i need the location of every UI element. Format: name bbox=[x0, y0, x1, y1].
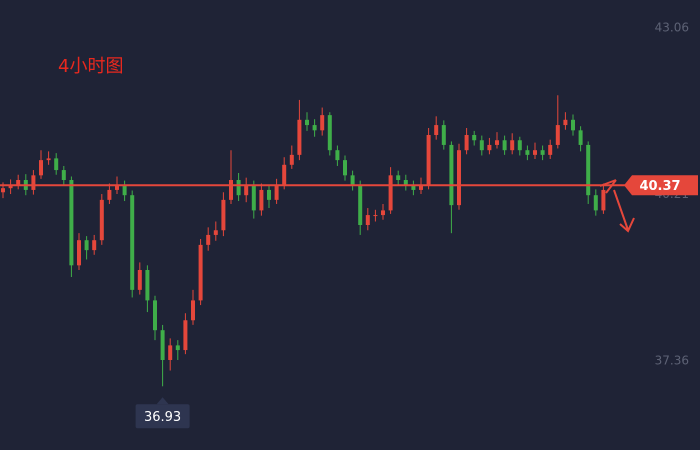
candle-body bbox=[198, 244, 203, 301]
min-label: 36.93 bbox=[144, 410, 181, 425]
y-tick-label: 43.06 bbox=[655, 21, 689, 35]
candle-body bbox=[457, 150, 461, 206]
candle-body bbox=[593, 195, 598, 211]
candle-body bbox=[411, 185, 416, 190]
candle-body bbox=[168, 345, 173, 360]
candle-body bbox=[510, 140, 515, 151]
candle-body bbox=[8, 185, 13, 189]
candle-body bbox=[571, 119, 575, 131]
candle-body bbox=[441, 125, 446, 145]
hand-arrow bbox=[599, 179, 635, 233]
candle-body bbox=[578, 130, 583, 145]
candle-body bbox=[282, 164, 287, 186]
candle-body bbox=[487, 144, 492, 151]
candle-body bbox=[115, 185, 119, 190]
candle-body bbox=[39, 160, 43, 176]
candle-body bbox=[449, 144, 454, 206]
candle-body bbox=[191, 300, 195, 321]
price-label: 40.37 bbox=[639, 179, 680, 194]
candle-body bbox=[335, 150, 340, 161]
overlay: 40.37 36.93 bbox=[0, 175, 698, 429]
candle-body bbox=[312, 125, 317, 131]
min-pointer bbox=[156, 397, 169, 405]
candle-body bbox=[479, 140, 484, 151]
candle-body bbox=[206, 234, 211, 245]
candle-body bbox=[244, 185, 249, 196]
candle-body bbox=[267, 189, 271, 200]
chart-title: 4小时图 bbox=[58, 56, 123, 77]
candle-body bbox=[495, 140, 499, 145]
min-tag bbox=[135, 404, 190, 429]
candle-body bbox=[320, 115, 325, 131]
candle-body bbox=[525, 150, 530, 155]
candle-body bbox=[563, 119, 568, 126]
candle-body bbox=[381, 210, 385, 216]
candle-body bbox=[236, 180, 241, 196]
candle-body bbox=[289, 154, 294, 165]
price-tag bbox=[624, 175, 698, 196]
candle-body bbox=[327, 115, 332, 151]
candle-body bbox=[54, 158, 59, 171]
candle-body bbox=[61, 170, 66, 180]
candle-body bbox=[373, 215, 378, 217]
candle-body bbox=[259, 189, 264, 211]
candle-body bbox=[388, 175, 393, 211]
candle-body bbox=[251, 185, 256, 211]
candle-body bbox=[365, 215, 370, 225]
candle-body bbox=[472, 135, 477, 141]
candle-body bbox=[229, 180, 233, 200]
candle-body bbox=[69, 180, 74, 266]
candle-body bbox=[419, 185, 423, 190]
candle-body bbox=[31, 175, 36, 190]
candle-body bbox=[586, 144, 591, 196]
candle-body bbox=[221, 199, 226, 231]
candle-body bbox=[305, 119, 309, 126]
candle-body bbox=[1, 188, 5, 193]
candle-body bbox=[426, 135, 431, 186]
candle-body bbox=[145, 270, 150, 301]
candle-body bbox=[548, 144, 553, 155]
candle-body bbox=[343, 160, 347, 176]
candle-body bbox=[540, 150, 545, 155]
candle-body bbox=[122, 185, 127, 196]
candle-body bbox=[213, 230, 218, 235]
y-tick-label: 37.36 bbox=[655, 354, 689, 368]
candle-body bbox=[434, 125, 439, 135]
candle-body bbox=[502, 140, 507, 151]
candle-body bbox=[464, 135, 469, 151]
candle-body bbox=[46, 158, 51, 161]
candle-body bbox=[130, 195, 135, 290]
candle-body bbox=[601, 189, 606, 211]
candle-body bbox=[297, 119, 302, 155]
candle-body bbox=[175, 345, 180, 351]
candle-body bbox=[403, 180, 408, 186]
candle-body bbox=[350, 175, 355, 186]
candle-body bbox=[92, 240, 97, 251]
candle-body bbox=[517, 140, 522, 151]
candle-body bbox=[107, 189, 112, 200]
candle-body bbox=[358, 185, 363, 225]
candle-body bbox=[183, 320, 188, 351]
candle-body bbox=[153, 300, 157, 331]
candle-body bbox=[16, 180, 21, 186]
candle-body bbox=[396, 175, 401, 180]
candle-body bbox=[160, 330, 165, 360]
candle-body bbox=[137, 270, 142, 290]
candle-body bbox=[274, 185, 279, 200]
candle-body bbox=[77, 240, 81, 266]
candle-body bbox=[533, 150, 537, 155]
candle-body bbox=[84, 240, 89, 251]
candle-body bbox=[555, 125, 560, 145]
candle-body bbox=[99, 199, 104, 241]
